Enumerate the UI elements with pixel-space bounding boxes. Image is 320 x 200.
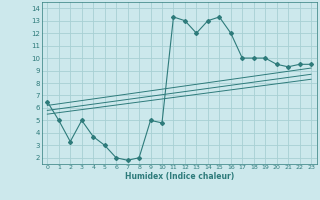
X-axis label: Humidex (Indice chaleur): Humidex (Indice chaleur) (124, 172, 234, 181)
